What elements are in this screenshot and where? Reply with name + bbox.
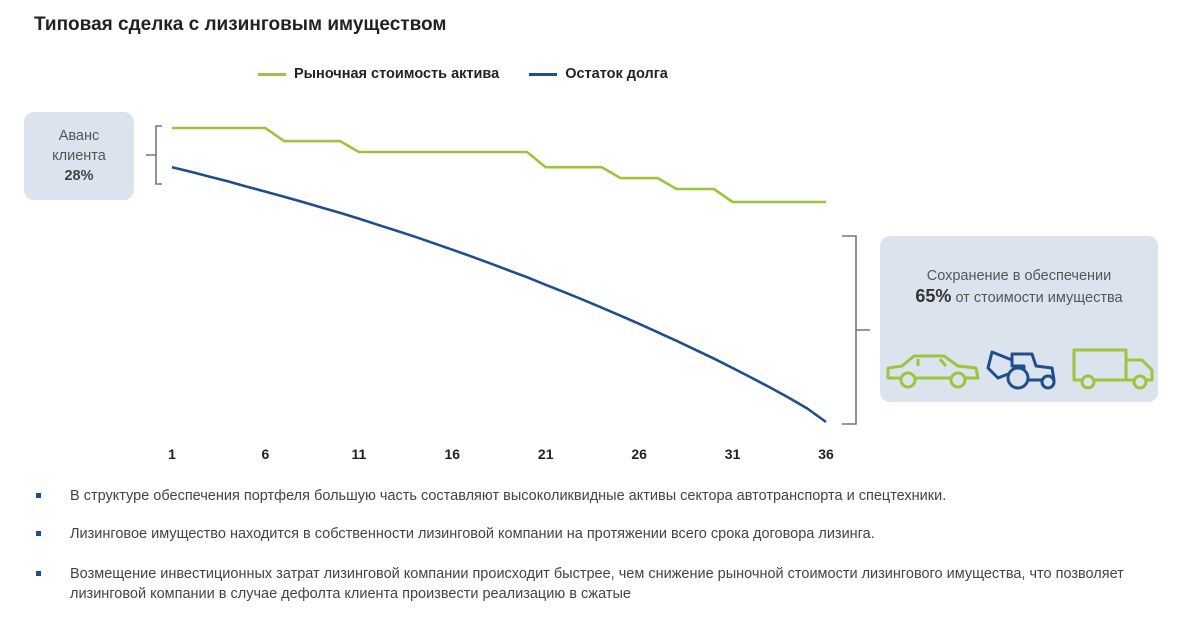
x-tick-label: 26 [631,446,647,462]
chart-legend: Рыночная стоимость актива Остаток долга [258,66,668,82]
bullet-item: В структуре обеспечения портфеля большую… [34,486,1144,506]
series-line-market-value [172,126,826,204]
advance-callout: Аванс клиента 28% [24,112,134,200]
advance-label-line2: клиента [52,148,106,164]
preserve-pct: 65% [915,286,952,306]
legend-item-market-value: Рыночная стоимость актива [258,66,499,82]
legend-item-debt: Остаток долга [529,66,668,82]
bullet-item: Возмещение инвестиционных затрат лизинго… [34,564,1144,604]
vehicle-icons [880,344,1158,392]
series-line-debt [171,165,827,424]
legend-label-debt: Остаток долга [565,66,668,82]
series-lines [171,126,827,424]
x-tick-label: 36 [818,446,834,462]
legend-label-market-value: Рыночная стоимость актива [294,66,500,82]
tractor-icon [986,350,1056,390]
car-icon [886,354,980,389]
vehicle-icons-svg [886,348,1154,390]
advance-label-line1: Аванс [58,128,100,144]
truck-icon [1072,348,1154,390]
advance-value: 28% [24,166,134,186]
bullet-item: Лизинговое имущество находится в собстве… [34,524,1144,544]
bullet-list: В структуре обеспечения портфеля большую… [34,486,1144,622]
preserve-rest: от стоимости имущества [955,290,1123,306]
x-tick-label: 6 [262,446,270,462]
preserve-callout: Сохранение в обеспечении 65% от стоимост… [880,236,1158,402]
preserve-bracket [842,235,870,425]
preserve-label-line1: Сохранение в обеспечении [926,268,1112,284]
legend-swatch-market-value [258,72,286,76]
x-tick-label: 16 [444,446,460,462]
advance-bracket [146,125,162,185]
brackets [146,125,870,425]
x-tick-label: 11 [351,446,366,462]
advance-value-text: 28% [64,168,94,184]
x-tick-label: 21 [538,446,554,462]
x-tick-label: 31 [725,446,741,462]
preserve-label-line2: 65% от стоимости имущества [880,286,1158,308]
legend-swatch-debt [529,72,558,76]
x-axis-ticks: 1 6 11 16 21 26 31 36 [168,446,834,462]
page-title: Типовая сделка с лизинговым имуществом [34,14,447,35]
x-tick-label: 1 [168,446,176,462]
